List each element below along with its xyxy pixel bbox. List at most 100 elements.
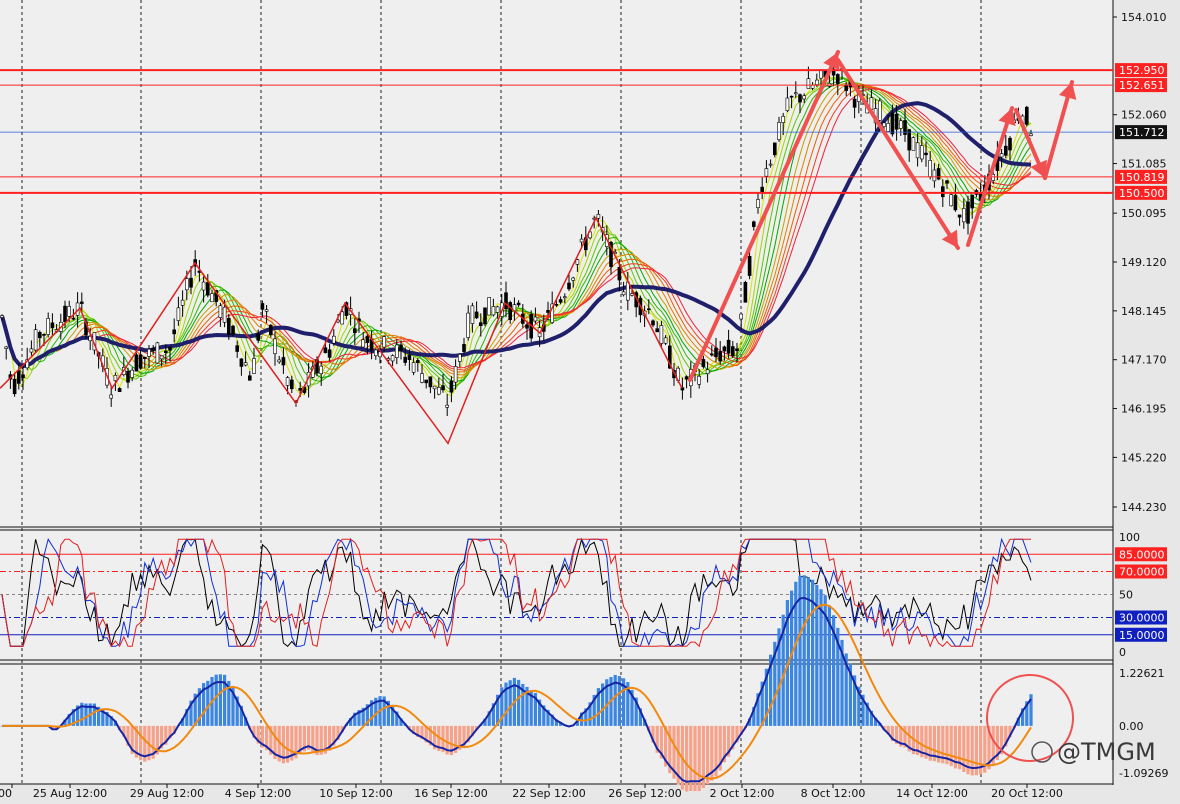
candle-body-55 bbox=[231, 325, 235, 335]
arrow-down-1-shaft bbox=[836, 58, 960, 250]
candle-body-104 bbox=[436, 387, 441, 395]
candle-50 bbox=[210, 289, 214, 303]
candle-body-3 bbox=[12, 378, 17, 395]
macd-bar-84 bbox=[353, 712, 357, 726]
macd-bar-16 bbox=[67, 714, 71, 726]
candle-76 bbox=[319, 361, 324, 386]
candle-body-222 bbox=[932, 169, 937, 182]
candle-body-223 bbox=[936, 168, 941, 180]
macd-bar-132 bbox=[554, 719, 558, 726]
osc-level-tag-3 bbox=[1115, 627, 1167, 642]
candle-11 bbox=[46, 312, 51, 338]
candle-body-76 bbox=[319, 365, 324, 374]
candle-body-67 bbox=[281, 357, 286, 366]
candle-116 bbox=[487, 297, 492, 316]
macd-bar-65 bbox=[273, 725, 277, 760]
macd-tick-label-2: -1.09269 bbox=[1119, 767, 1168, 780]
candle-body-32 bbox=[134, 354, 139, 372]
ma-ribbon-line-2 bbox=[1, 76, 1032, 391]
macd-bar-89 bbox=[374, 697, 378, 726]
candle-body-175 bbox=[735, 348, 739, 352]
candle-body-230 bbox=[966, 201, 970, 224]
candle-41 bbox=[172, 318, 176, 343]
macd-bar-75 bbox=[315, 725, 319, 756]
macd-bar-83 bbox=[349, 717, 353, 726]
candle-231 bbox=[970, 194, 975, 219]
current-price-tag bbox=[1115, 125, 1167, 140]
macd-bar-62 bbox=[260, 725, 264, 748]
macd-bar-71 bbox=[298, 725, 302, 755]
arrow-up-2-head bbox=[998, 108, 1016, 126]
candle-69 bbox=[289, 375, 294, 393]
macd-bar-85 bbox=[357, 709, 361, 726]
candle-173 bbox=[726, 329, 731, 359]
candle-body-106 bbox=[445, 404, 450, 408]
macd-bar-234 bbox=[983, 725, 987, 773]
price-tick-label-1: 152.060 bbox=[1121, 109, 1167, 122]
candle-body-142 bbox=[596, 214, 601, 219]
candle-118 bbox=[495, 305, 500, 319]
candle-215 bbox=[903, 108, 907, 142]
axis-labels: 00 25 Aug 12:00 29 Aug 12:00 4 Sep 12:00 10 … bbox=[0, 11, 1168, 800]
macd-bar-127 bbox=[533, 692, 537, 726]
macd-bar-43 bbox=[181, 718, 185, 726]
candle-134 bbox=[562, 293, 567, 304]
macd-bar-116 bbox=[487, 711, 491, 726]
macd-bar-180 bbox=[756, 693, 760, 726]
macd-bar-159 bbox=[668, 725, 672, 774]
candle-42 bbox=[176, 296, 181, 326]
candle-body-135 bbox=[567, 282, 571, 290]
macd-bar-213 bbox=[895, 725, 899, 744]
macd-bar-102 bbox=[428, 725, 432, 746]
candle-89 bbox=[373, 348, 378, 360]
candle-body-51 bbox=[214, 290, 218, 302]
candle-113 bbox=[474, 301, 479, 320]
macd-bar-61 bbox=[256, 725, 260, 744]
candle-body-228 bbox=[957, 214, 962, 218]
candle-114 bbox=[478, 313, 483, 337]
macd-tick-label-0: 1.22621 bbox=[1119, 667, 1165, 680]
candle-body-82 bbox=[344, 302, 349, 316]
candle-body-103 bbox=[432, 385, 437, 390]
candle-167 bbox=[701, 355, 706, 369]
candle-111 bbox=[466, 305, 471, 341]
macd-bar-174 bbox=[731, 725, 735, 750]
candle-175 bbox=[735, 342, 739, 363]
macd-bar-175 bbox=[735, 725, 739, 743]
candle-244 bbox=[1025, 105, 1029, 127]
macd-bar-141 bbox=[592, 694, 596, 726]
candle-body-180 bbox=[756, 199, 760, 208]
candle-body-167 bbox=[701, 359, 706, 368]
macd-bar-158 bbox=[664, 725, 668, 767]
osc-level-label-0: 85.0000 bbox=[1119, 548, 1165, 561]
macd-bar-77 bbox=[323, 725, 327, 754]
arrow-up-3-head bbox=[1059, 82, 1077, 100]
candle-body-132 bbox=[554, 304, 559, 306]
candle-body-35 bbox=[147, 348, 151, 357]
osc-line-0 bbox=[1, 537, 1032, 648]
price-tick-label-9: 144.230 bbox=[1121, 501, 1167, 514]
arrow-down-2-head bbox=[1030, 159, 1048, 178]
macd-bar-81 bbox=[340, 725, 344, 733]
candle-body-4 bbox=[16, 370, 21, 384]
candle-body-238 bbox=[999, 153, 1004, 158]
candle-238 bbox=[999, 149, 1004, 168]
macd-bar-223 bbox=[937, 725, 941, 763]
macd-bar-205 bbox=[861, 694, 865, 726]
candle-104 bbox=[436, 377, 441, 396]
candle-body-93 bbox=[390, 355, 395, 362]
x-tick-label-8: 2 Oct 12:00 bbox=[710, 787, 775, 800]
macd-bar-54 bbox=[227, 680, 231, 726]
macd-bar-203 bbox=[853, 675, 857, 726]
candle-172 bbox=[722, 345, 727, 361]
macd-bar-31 bbox=[130, 725, 134, 755]
macd-bar-51 bbox=[214, 674, 218, 726]
macd-bar-179 bbox=[752, 706, 756, 726]
arrow-up-1-shaft bbox=[688, 50, 840, 382]
candle-135 bbox=[567, 274, 571, 292]
macd-bar-56 bbox=[235, 696, 239, 726]
candle-body-224 bbox=[940, 186, 945, 198]
candle-body-62 bbox=[260, 303, 265, 310]
macd-bar-165 bbox=[693, 725, 697, 792]
